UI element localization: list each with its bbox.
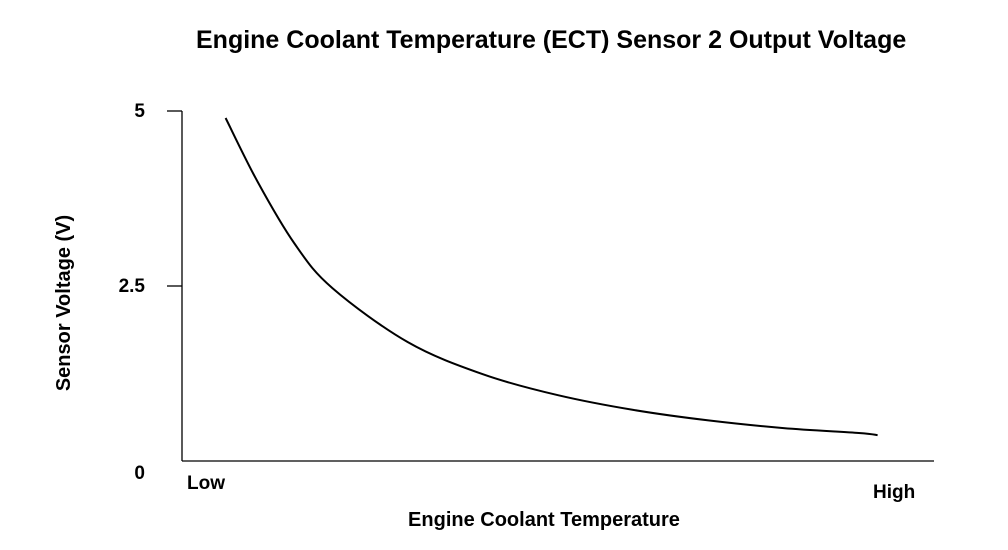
x-tick-label-low: Low (187, 473, 225, 494)
y-axis-ticks: 52.50 (119, 101, 182, 484)
y-tick-label-2: 0 (134, 463, 145, 484)
x-tick-label-high: High (873, 482, 915, 503)
y-axis-label: Sensor Voltage (V) (53, 215, 75, 391)
y-tick-label-1: 2.5 (119, 276, 146, 297)
x-axis-label: Engine Coolant Temperature (408, 509, 680, 531)
chart-title: Engine Coolant Temperature (ECT) Sensor … (196, 26, 906, 54)
voltage-curve-line (224, 117, 878, 437)
y-tick-label-0: 5 (134, 101, 145, 122)
